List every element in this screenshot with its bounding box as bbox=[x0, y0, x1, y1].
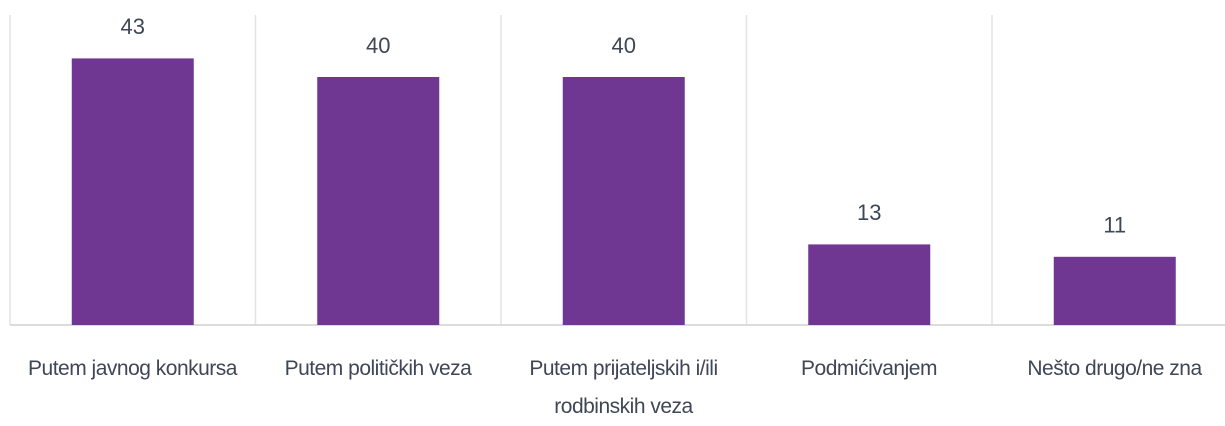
x-tick-label: Putem javnog konkursa bbox=[28, 357, 237, 380]
x-tick-label: Nešto drugo/ne zna bbox=[1027, 357, 1202, 380]
x-tick-label: Putem prijateljskih i/ili rodbinskih vez… bbox=[529, 357, 718, 418]
data-label: 40 bbox=[612, 33, 636, 58]
x-tick-label: Podmićivanjem bbox=[801, 357, 937, 380]
bar bbox=[808, 244, 931, 325]
data-label: 40 bbox=[366, 33, 390, 58]
data-label: 13 bbox=[857, 200, 881, 225]
bar bbox=[1053, 256, 1176, 325]
plot: 43 40 40 13 11 bbox=[9, 14, 1225, 326]
bar bbox=[562, 77, 685, 325]
chart: 43 40 40 13 11 Putem javnog konkursa Putem po… bbox=[9, 14, 1225, 418]
data-label: 43 bbox=[121, 14, 145, 39]
x-tick-label: Putem političkih veza bbox=[284, 357, 472, 380]
data-label: 11 bbox=[1103, 213, 1126, 238]
bar bbox=[71, 58, 194, 326]
bar bbox=[317, 77, 440, 325]
